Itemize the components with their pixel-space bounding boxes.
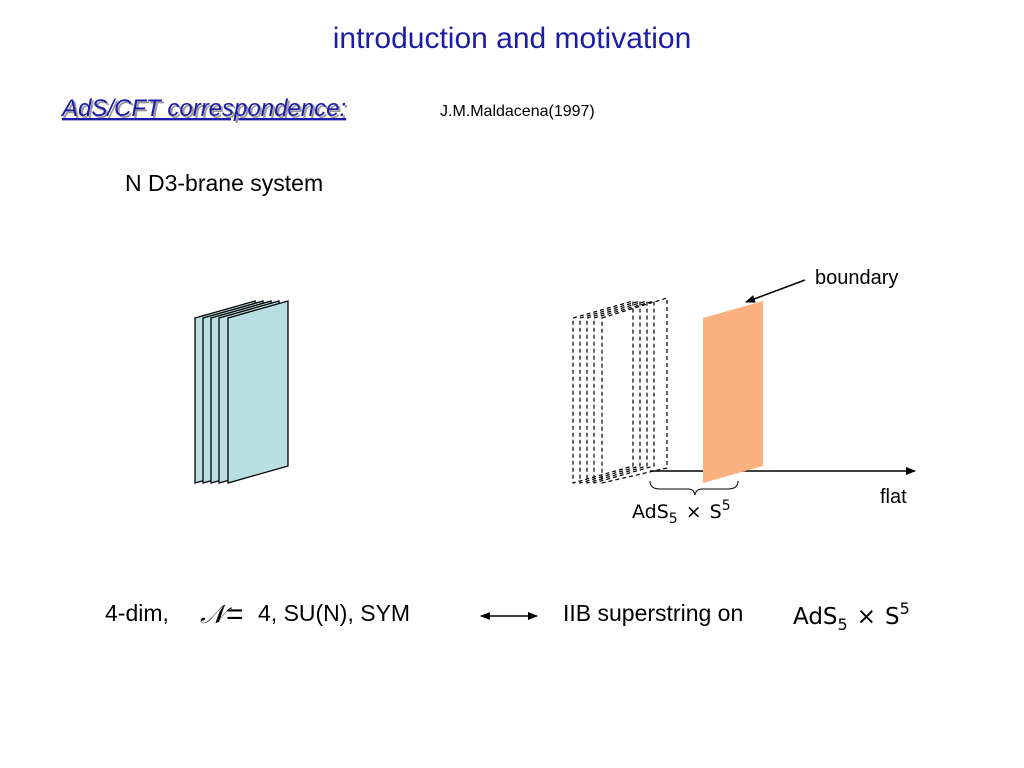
space-sup: 5 [722, 498, 731, 514]
space-sub: 5 [838, 615, 848, 634]
space-sub: 5 [669, 511, 678, 527]
space-sup: 5 [900, 599, 910, 618]
citation: J.M.Maldacena(1997) [440, 103, 595, 120]
brane-stack [194, 300, 289, 484]
left-prefix: 4-dim, [105, 600, 169, 626]
space-times: × [857, 604, 876, 630]
space-times: × [686, 501, 702, 523]
brace [649, 480, 739, 496]
right-prefix: IIB superstring on [563, 600, 743, 626]
space-base: AdS [632, 501, 669, 523]
equals: = [226, 598, 244, 631]
system-label: N D3-brane system [125, 170, 323, 196]
space-sphere: S [710, 501, 722, 523]
boundary-arrow [745, 279, 806, 303]
space-sphere: S [885, 604, 900, 630]
dashed-branes [572, 297, 668, 484]
space-base: AdS [793, 604, 838, 630]
subtitle: AdS/CFT correspondence: [60, 95, 346, 122]
space-label: AdS5 × S5 [632, 498, 731, 527]
subtitle-shadow: AdS/CFT correspondence: [62, 97, 348, 124]
boundary-brane [703, 301, 763, 483]
left-rest: 4, SU(N), SYM [258, 600, 410, 626]
flat-label: flat [880, 486, 907, 508]
title: introduction and motivation [333, 22, 692, 55]
right-space: AdS5 × S5 [793, 599, 910, 634]
boundary-label: boundary [815, 267, 898, 289]
